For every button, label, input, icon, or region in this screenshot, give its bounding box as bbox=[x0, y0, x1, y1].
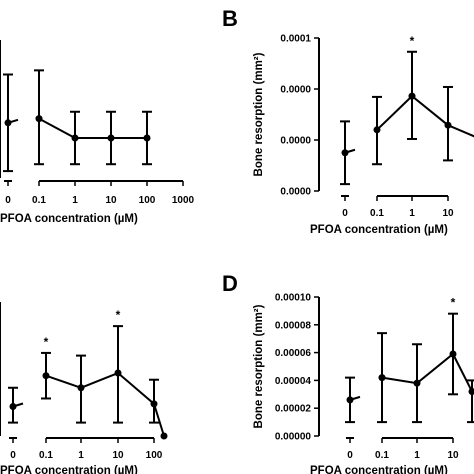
y-tick-label: 0.00000 bbox=[275, 432, 312, 443]
x-tick-label: 0 bbox=[5, 195, 11, 206]
series-line bbox=[45, 371, 165, 437]
panel-label-b: B bbox=[222, 6, 238, 31]
control-point bbox=[346, 396, 354, 404]
panel-c: 0 0.1 1 10 100 PFOA concentration (µM) * * bbox=[0, 302, 168, 474]
x-tick-label: 100 bbox=[146, 450, 163, 461]
y-axis-title: Bone resorption (mm²) bbox=[253, 304, 265, 428]
data-point bbox=[408, 92, 416, 100]
data-point bbox=[150, 400, 158, 408]
panel-a: 0 0.1 1 10 100 1000 PFOA concentration (µM) bbox=[0, 40, 195, 225]
x-axis-title: PFOA concentration (µM) bbox=[0, 465, 138, 474]
x-tick-label: 1000 bbox=[172, 195, 195, 206]
x-tick-label: 0.1 bbox=[375, 450, 389, 461]
y-tick-label: 0.0000 bbox=[280, 136, 311, 147]
data-point bbox=[77, 384, 85, 392]
data-point bbox=[160, 432, 168, 440]
x-tick-label: 1 bbox=[414, 450, 420, 461]
y-tick-label: 0.0000 bbox=[280, 85, 311, 96]
x-tick-label: 0 bbox=[347, 450, 353, 461]
y-tick-label: 0.00008 bbox=[275, 320, 312, 331]
panel-label-d: D bbox=[222, 271, 238, 296]
y-tick-label: 0.00004 bbox=[275, 376, 312, 387]
y-tick-label: 0.00002 bbox=[275, 404, 312, 415]
significance-star: * bbox=[410, 34, 415, 48]
y-tick-label: 0.00006 bbox=[275, 348, 312, 359]
y-tick-label: 0.0001 bbox=[280, 34, 311, 45]
x-tick-label: 10 bbox=[112, 450, 124, 461]
data-point bbox=[378, 374, 386, 382]
series-line bbox=[376, 94, 474, 138]
control-point bbox=[4, 119, 12, 127]
x-tick-label: 10 bbox=[447, 450, 459, 461]
data-point bbox=[449, 350, 457, 358]
control-point bbox=[341, 149, 349, 157]
x-tick-label: 0 bbox=[10, 450, 16, 461]
significance-star: * bbox=[116, 308, 121, 322]
control-point bbox=[9, 403, 17, 411]
x-tick-label: 10 bbox=[442, 208, 454, 219]
data-point bbox=[468, 388, 474, 396]
panel-b: 0 0.1 1 10 0.0000 0.0000 0.0000 0.0001 Bone reso… bbox=[253, 34, 474, 236]
data-point bbox=[413, 379, 421, 387]
x-tick-label: 0.1 bbox=[39, 450, 53, 461]
data-point bbox=[143, 134, 151, 142]
x-tick-label: 0 bbox=[342, 208, 348, 219]
x-tick-label: 0.1 bbox=[32, 195, 46, 206]
data-point bbox=[35, 115, 43, 123]
x-tick-label: 100 bbox=[139, 195, 156, 206]
y-tick-label: 0.00010 bbox=[275, 293, 312, 304]
data-point bbox=[71, 134, 79, 142]
y-tick-label: 0.0000 bbox=[280, 187, 311, 198]
y-axis-title: Bone resorption (mm²) bbox=[253, 52, 265, 176]
x-axis-title: PFOA concentration (µM) bbox=[310, 465, 448, 474]
x-axis-title: PFOA concentration (µM) bbox=[0, 213, 138, 225]
x-tick-label: 1 bbox=[72, 195, 78, 206]
series-line bbox=[38, 117, 147, 139]
x-tick-label: 0.1 bbox=[370, 208, 384, 219]
x-tick-label: 10 bbox=[105, 195, 117, 206]
series-line bbox=[381, 352, 473, 392]
x-tick-label: 1 bbox=[409, 208, 415, 219]
data-point bbox=[42, 372, 50, 380]
significance-star: * bbox=[451, 296, 456, 310]
x-axis-title: PFOA concentration (µM) bbox=[310, 224, 448, 236]
data-point bbox=[107, 134, 115, 142]
data-point bbox=[444, 121, 452, 129]
panel-d: 0 0.1 1 10 0.00000 0.00002 0.00004 0.00006 0.000… bbox=[253, 293, 474, 474]
data-point bbox=[114, 369, 122, 377]
data-point bbox=[373, 126, 381, 134]
significance-star: * bbox=[44, 335, 49, 349]
x-tick-label: 1 bbox=[78, 450, 84, 461]
